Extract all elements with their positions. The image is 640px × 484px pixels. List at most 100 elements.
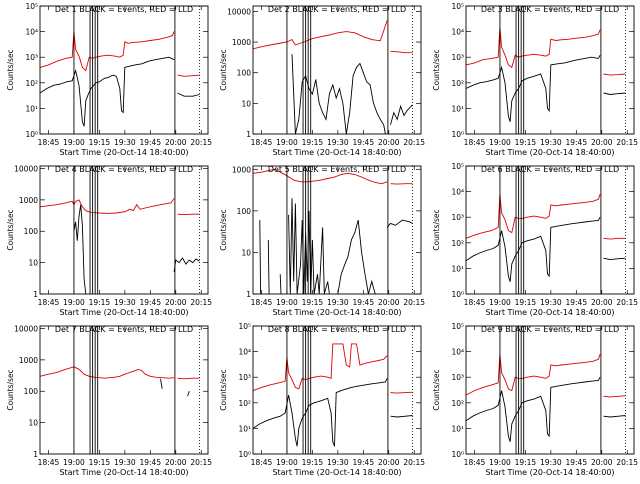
y-tick-label: 10¹ <box>451 264 464 273</box>
x-tick-label: 19:45 <box>139 298 161 307</box>
panel-title: Det 4 BLACK = Events, RED = LLD <box>55 165 193 174</box>
y-tick-label: 10⁵ <box>238 322 251 331</box>
x-tick-label: 20:00 <box>591 138 613 147</box>
x-tick-label: 18:45 <box>251 138 273 147</box>
x-tick-label: 20:00 <box>165 298 187 307</box>
panel-title: Det 9 BLACK = Events, RED = LLD <box>481 325 619 334</box>
y-tick-label: 10000 <box>227 7 251 16</box>
x-tick-label: 19:45 <box>565 298 587 307</box>
x-tick-label: 19:30 <box>540 458 562 467</box>
y-tick-label: 1 <box>33 450 38 459</box>
panel-title: Det 3 BLACK = Events, RED = LLD <box>481 5 619 14</box>
plot-frame <box>465 165 635 295</box>
y-tick-label: 10³ <box>451 373 464 382</box>
x-tick-label: 19:15 <box>515 458 537 467</box>
plot-frame <box>39 5 209 135</box>
lld-series-line <box>39 366 200 380</box>
events-series-line <box>160 378 190 397</box>
x-tick-label: 19:00 <box>276 298 298 307</box>
x-tick-label: 18:45 <box>464 138 486 147</box>
y-tick-label: 100 <box>24 227 39 236</box>
plot-frame <box>252 165 422 295</box>
detector-panel-5: 18:45 19:00 19:15 19:30 19:45 20:00 20:15 1 10 10… <box>219 165 425 317</box>
y-axis-label: Counts/sec <box>219 369 228 410</box>
y-tick-label: 10¹ <box>451 104 464 113</box>
x-tick-label: 19:45 <box>352 138 374 147</box>
y-tick-label: 10 <box>28 419 38 428</box>
y-axis-label: Counts/sec <box>6 369 15 410</box>
events-series-line <box>39 56 200 127</box>
detector-panel-6: 18:45 19:00 19:15 19:30 19:45 20:00 20:15 10⁰ 10… <box>432 162 638 317</box>
x-tick-label: 19:00 <box>276 458 298 467</box>
panel-title: Det 7 BLACK = Events, RED = LLD <box>55 325 193 334</box>
x-tick-label: 18:45 <box>38 138 60 147</box>
x-tick-label: 20:15 <box>616 138 638 147</box>
y-tick-label: 1 <box>246 130 251 139</box>
y-axis-label: Counts/sec <box>219 49 228 90</box>
x-tick-label: 19:15 <box>89 138 111 147</box>
x-axis-label: Start Time (20-Oct-14 18:40:00) <box>485 308 614 317</box>
x-tick-label: 19:30 <box>540 138 562 147</box>
y-tick-label: 10⁴ <box>451 348 464 357</box>
x-tick-label: 20:15 <box>616 458 638 467</box>
y-tick-label: 10³ <box>25 53 38 62</box>
x-tick-label: 19:00 <box>63 298 85 307</box>
x-tick-label: 19:45 <box>139 458 161 467</box>
y-tick-label: 10⁰ <box>238 450 251 459</box>
y-tick-label: 1000 <box>19 196 38 205</box>
lld-series-line <box>465 353 626 398</box>
lld-series-line <box>39 31 200 77</box>
x-axis-label: Start Time (20-Oct-14 18:40:00) <box>272 308 401 317</box>
y-tick-label: 10² <box>238 399 251 408</box>
detector-panel-4: 18:45 19:00 19:15 19:30 19:45 20:00 20:15 1 10 10… <box>6 164 212 317</box>
x-tick-label: 20:00 <box>591 458 613 467</box>
x-tick-label: 20:15 <box>190 138 212 147</box>
x-tick-label: 19:00 <box>489 458 511 467</box>
plot-frame <box>252 5 422 135</box>
panel-title: Det 6 BLACK = Events, RED = LLD <box>481 165 619 174</box>
x-tick-label: 18:45 <box>38 298 60 307</box>
x-axis-label: Start Time (20-Oct-14 18:40:00) <box>59 308 188 317</box>
y-tick-label: 10 <box>241 248 251 257</box>
y-tick-label: 1 <box>246 290 251 299</box>
y-tick-label: 100 <box>24 387 39 396</box>
x-tick-label: 19:30 <box>114 458 136 467</box>
x-tick-label: 20:00 <box>378 298 400 307</box>
y-tick-label: 100 <box>237 207 252 216</box>
x-tick-label: 20:00 <box>378 138 400 147</box>
lld-series-line <box>252 343 413 394</box>
x-axis-label: Start Time (20-Oct-14 18:40:00) <box>59 468 188 477</box>
y-tick-label: 10⁴ <box>238 348 251 357</box>
y-tick-label: 10⁵ <box>25 2 38 11</box>
y-tick-label: 10⁵ <box>451 322 464 331</box>
x-tick-label: 19:15 <box>302 458 324 467</box>
panel-title: Det 2 BLACK = Events, RED = LLD <box>268 5 406 14</box>
x-tick-label: 19:30 <box>114 298 136 307</box>
panel-title: Det 5 BLACK = Events, RED = LLD <box>268 165 406 174</box>
x-tick-label: 19:30 <box>327 298 349 307</box>
x-tick-label: 18:45 <box>38 458 60 467</box>
x-tick-label: 20:15 <box>403 458 425 467</box>
events-series-line <box>465 376 626 442</box>
x-tick-label: 19:00 <box>276 138 298 147</box>
y-axis-label: Counts/sec <box>219 209 228 250</box>
y-tick-label: 10⁰ <box>451 290 464 299</box>
detector-panel-1: 18:45 19:00 19:15 19:30 19:45 20:00 20:15 10⁰ 10… <box>6 2 212 157</box>
y-axis-label: Counts/sec <box>6 209 15 250</box>
y-tick-label: 10¹ <box>25 104 38 113</box>
y-tick-label: 1 <box>33 290 38 299</box>
y-tick-label: 10² <box>451 239 464 248</box>
y-tick-label: 1000 <box>232 38 251 47</box>
y-tick-label: 10 <box>28 259 38 268</box>
x-tick-label: 19:00 <box>63 458 85 467</box>
y-tick-label: 10⁰ <box>451 130 464 139</box>
events-series-line <box>465 54 626 122</box>
plot-frame <box>39 165 209 295</box>
x-axis-label: Start Time (20-Oct-14 18:40:00) <box>272 468 401 477</box>
x-tick-label: 19:00 <box>489 298 511 307</box>
events-series-line <box>252 378 413 447</box>
x-axis-label: Start Time (20-Oct-14 18:40:00) <box>272 148 401 157</box>
y-tick-label: 10⁵ <box>451 162 464 171</box>
lld-series-line <box>252 168 413 185</box>
